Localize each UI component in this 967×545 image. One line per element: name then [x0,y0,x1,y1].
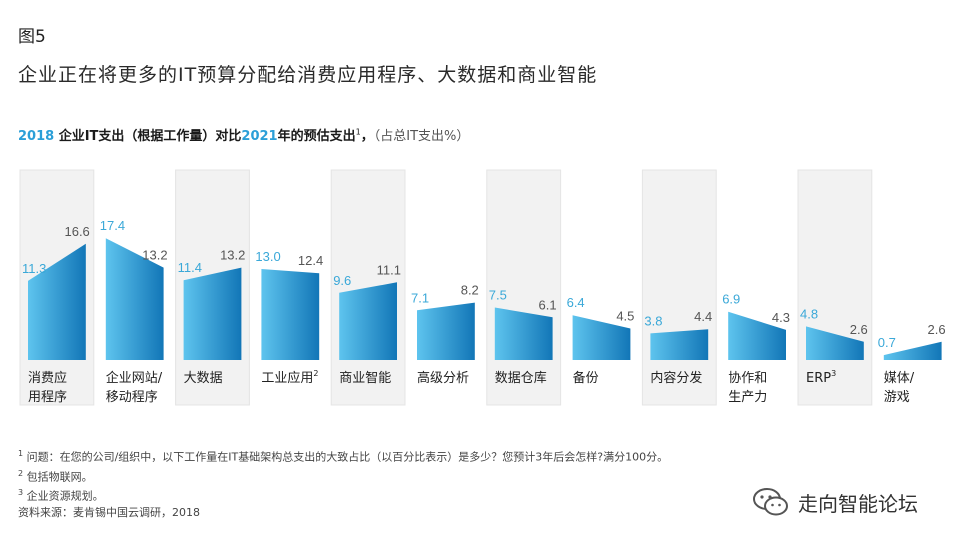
category-label: 备份 [573,370,599,386]
value-label-2021: 13.2 [220,248,245,263]
value-label-2021: 12.4 [298,253,323,268]
category-label: 生产力 [728,390,767,405]
value-label-2018: 3.8 [644,313,662,328]
bar-4 [339,282,397,360]
watermark-text: 走向智能论坛 [798,491,918,516]
footnotes: 1 问题：在您的公司/组织中，以下工作量在IT基础架构总支出的大致占比（以百分比… [18,446,668,521]
column-panel [641,169,717,406]
bar-5 [417,302,475,360]
subtitle-text-2: 年的预估支出 [277,129,356,144]
category-label: 数据仓库 [495,370,547,386]
bar-chart: 11.3 16.6 17.4 13.2 11.4 13.2 13.0 12.4 9.6 11.1 7… [19,169,946,406]
category-label: 协作和 [728,371,767,386]
footnote-3: 3 企业资源规划。 [18,488,104,503]
category-label: 高级分析 [417,370,469,386]
category-label: 工业应用2 [261,369,318,386]
category-footnote-ref: 3 [831,369,836,378]
bar-1 [105,238,164,360]
subtitle-footnote-ref: 1 [355,127,361,137]
value-label-2021: 16.6 [64,224,89,239]
bar-10 [806,326,864,360]
category-label: 消费应 [28,370,67,386]
column-panel [486,169,562,406]
value-label-2018: 7.5 [489,288,507,303]
subtitle-year-2018: 2018 [18,129,55,144]
value-label-2018: 9.6 [333,273,351,288]
category-label: 企业网站/ [106,370,163,386]
footnote-2: 2 包括物联网。 [18,468,93,484]
subtitle-comma: ， [360,129,374,144]
value-label-2018: 4.8 [800,306,818,321]
page-title: 企业正在将更多的IT预算分配给消费应用程序、大数据和商业智能 [18,64,598,86]
category-label: 用程序 [28,390,67,405]
value-label-2021: 6.1 [539,297,557,312]
watermark: 走向智能论坛 [752,486,918,518]
value-label-2018: 11.4 [178,260,202,275]
wechat-icon [753,488,788,516]
bar-8 [650,329,709,360]
value-label-2018: 0.7 [878,335,896,350]
category-label: 商业智能 [339,371,391,386]
bar-6 [494,307,553,360]
category-label: 大数据 [184,371,223,386]
value-label-2018: 11.3 [22,261,46,276]
bar-11 [883,341,942,360]
column-panel [797,169,873,406]
subtitle-unit: （占总IT支出%） [373,129,470,144]
category-label: 内容分发 [650,370,702,386]
value-label-2018: 7.1 [411,290,429,305]
value-label-2018: 6.4 [567,295,585,310]
value-label-2018: 13.0 [255,249,280,264]
figure-label: 图5 [18,27,46,47]
category-label: 媒体/ [884,371,915,386]
value-label-2021: 13.2 [142,248,167,263]
value-label-2018: 6.9 [722,292,740,307]
subtitle-text: 企业IT支出（根据工作量）对比 [54,129,242,144]
category-label: 移动程序 [106,390,158,405]
value-label-2021: 2.6 [850,322,868,337]
bar-9 [728,311,786,360]
category-label: 游戏 [884,390,910,405]
value-label-2021: 11.1 [377,262,401,277]
bar-2 [183,267,242,360]
category-label: ERP3 [806,369,836,386]
bar-3 [261,269,320,360]
chart-subtitle: 2018 企业IT支出（根据工作量）对比2021年的预估支出1，（占总IT支出%… [18,125,469,144]
subtitle-year-2021: 2021 [241,129,278,144]
bar-0 [28,243,86,360]
footnote-1: 1 问题：在您的公司/组织中，以下工作量在IT基础架构总支出的大致占比（以百分比… [18,449,669,464]
value-label-2021: 4.5 [616,309,634,324]
bar-7 [572,315,631,360]
value-label-2021: 2.6 [928,322,946,337]
value-label-2021: 4.3 [772,310,790,325]
source-note: 资料来源：麦肯锡中国云调研，2018 [18,505,200,519]
value-label-2021: 8.2 [461,283,479,298]
category-footnote-ref: 2 [313,369,318,378]
value-label-2021: 4.4 [694,309,712,324]
value-label-2018: 17.4 [100,218,125,233]
